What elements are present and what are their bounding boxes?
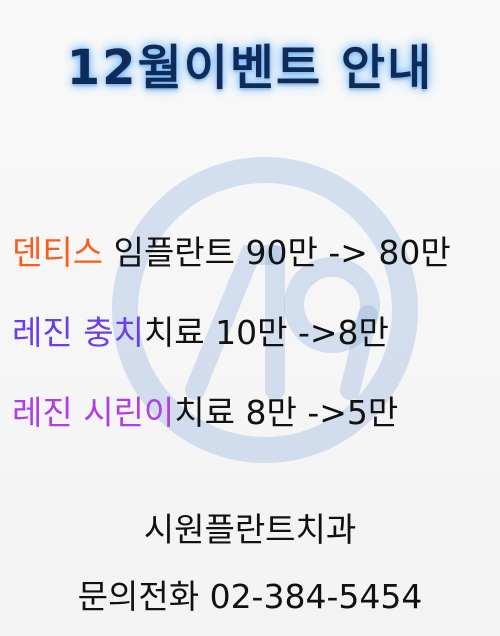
event-text: 치료 10만 ->8만 [143, 313, 389, 352]
event-line-resin-cavity: 레진 충치치료 10만 ->8만 [12, 306, 389, 354]
clinic-name: 시원플란트치과 [143, 510, 357, 549]
clinic-logo-watermark-icon [112, 157, 418, 463]
event-text: 임플란트 90만 -> 80만 [103, 233, 451, 272]
event-highlight: 덴티스 [12, 233, 104, 272]
page-title: 12월이벤트 안내 [66, 40, 434, 96]
contact-phone: 문의전화 02-384-5454 [77, 577, 423, 616]
event-line-resin-sensitive: 레진 시린이치료 8만 ->5만 [12, 386, 398, 434]
event-line-implant: 덴티스 임플란트 90만 -> 80만 [12, 226, 451, 274]
event-highlight: 레진 시린이 [12, 393, 175, 432]
event-text: 치료 8만 ->5만 [174, 393, 399, 432]
event-highlight: 레진 충치 [12, 313, 144, 352]
